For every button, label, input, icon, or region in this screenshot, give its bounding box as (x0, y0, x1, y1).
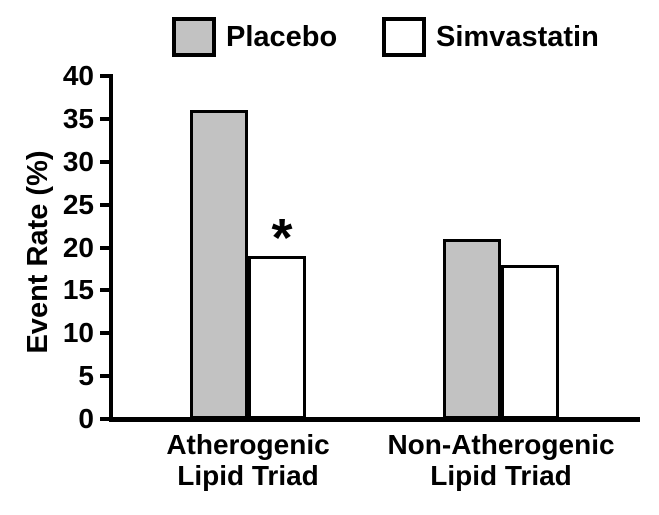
category-label-non-atherogenic-lipid-triad: Non-Atherogenic Lipid Triad (387, 429, 615, 491)
category-label-atherogenic-lipid-triad: Atherogenic Lipid Triad (166, 429, 330, 491)
y-tick-label-25: 25 (62, 188, 94, 220)
y-tick-mark-15 (100, 288, 111, 293)
legend-swatch-simvastatin (382, 17, 426, 57)
y-tick-label-0: 0 (78, 403, 94, 434)
y-tick-label-30: 30 (62, 145, 94, 177)
y-tick-label-20: 20 (62, 231, 94, 263)
bar-simvastatin-atherogenic-lipid-triad (248, 256, 306, 419)
y-tick-label-10: 10 (62, 317, 94, 349)
y-tick-mark-35 (100, 116, 111, 121)
legend-label-placebo: Placebo (226, 21, 338, 53)
y-tick-mark-0 (100, 417, 111, 421)
bar-placebo-non-atherogenic-lipid-triad (443, 238, 501, 419)
y-tick-label-15: 15 (62, 274, 94, 306)
y-axis-line (109, 74, 113, 422)
y-tick-label-5: 5 (78, 360, 94, 392)
y-tick-mark-30 (100, 159, 111, 164)
y-tick-label-35: 35 (62, 102, 94, 134)
y-tick-label-40: 40 (62, 60, 94, 91)
significance-star-icon: * (271, 208, 293, 269)
legend-swatch-placebo (172, 17, 216, 57)
y-tick-mark-10 (100, 331, 111, 336)
legend-label-simvastatin: Simvastatin (436, 21, 599, 53)
y-tick-mark-20 (100, 245, 111, 250)
y-tick-mark-25 (100, 202, 111, 207)
x-axis-line (109, 417, 640, 422)
bar-placebo-atherogenic-lipid-triad (190, 110, 248, 419)
y-tick-mark-40 (100, 74, 111, 78)
bar-simvastatin-non-atherogenic-lipid-triad (501, 264, 559, 419)
y-tick-mark-5 (100, 374, 111, 379)
